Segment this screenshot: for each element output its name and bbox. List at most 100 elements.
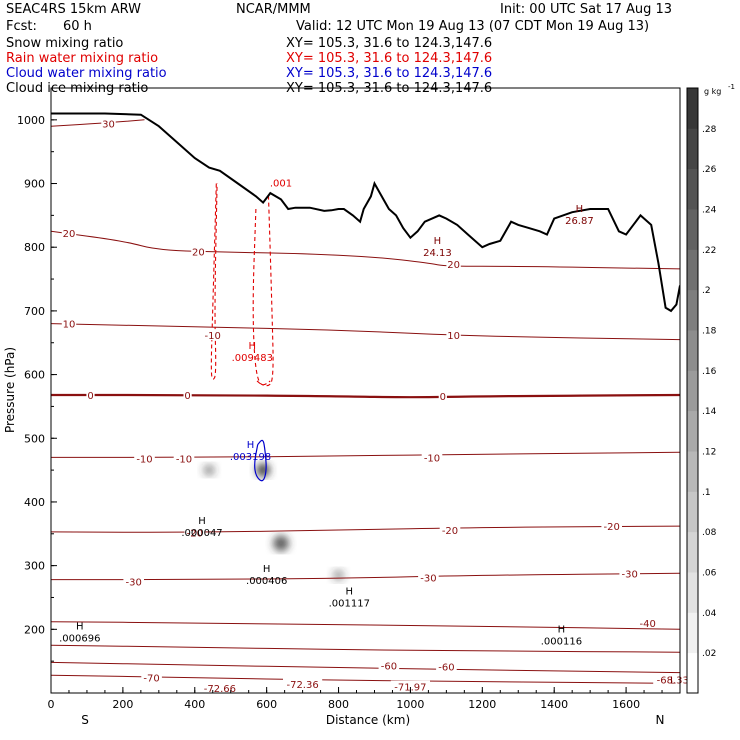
isotherm-20 [51, 230, 680, 270]
isotherm-label-bg [446, 329, 461, 341]
extremum-marker: H [198, 516, 206, 527]
isotherm-label: -20 [442, 526, 458, 537]
x-tick-label: 0 [48, 698, 55, 711]
init-time: Init: 00 UTC Sat 17 Aug 13 [500, 2, 673, 17]
colorbar-bin [687, 531, 698, 573]
extremum-value: .001117 [329, 598, 370, 609]
extremum-marker: H [249, 341, 257, 352]
isotherm-label: -68.33 [657, 676, 689, 687]
isotherm-label: -10 [176, 455, 192, 466]
colorbar-unit: g kg [704, 87, 721, 96]
snow-shading-2 [273, 535, 289, 552]
isotherm-label: -10 [205, 331, 221, 342]
extremum-value: .000696 [59, 633, 100, 644]
colorbar-bin [687, 88, 698, 129]
extremum-value: .000116 [541, 637, 582, 648]
isotherm-label-bg [439, 524, 461, 535]
isotherm-label-bg [619, 567, 640, 579]
colorbar-bin [687, 572, 698, 613]
forecast-value: 60 h [63, 19, 92, 34]
isotherm--60 [51, 661, 680, 674]
isotherm-label-bg [378, 659, 400, 671]
y-tick-label: 500 [24, 432, 45, 445]
snow-shading-3 [332, 569, 345, 582]
isotherm-label: 30 [102, 120, 115, 131]
colorbar-bin [687, 612, 698, 654]
snow-shading-0 [203, 464, 216, 477]
colorbar-bin [687, 451, 698, 492]
colorbar-bin [687, 410, 698, 452]
x-tick-label: 1000 [396, 698, 424, 711]
valid-time: Valid: 12 UTC Mon 19 Aug 13 (07 CDT Mon … [296, 19, 650, 34]
field-name-rain: Rain water mixing ratio [6, 51, 159, 66]
colorbar-bin [687, 168, 698, 210]
colorbar-label: .06 [702, 569, 717, 579]
isotherm-label: 10 [447, 331, 460, 342]
extremum-marker: H [76, 621, 84, 632]
y-tick-label: 300 [24, 560, 45, 573]
colorbar-label: .08 [702, 528, 717, 538]
isotherm-label-bg [446, 257, 461, 269]
isotherm-label-bg [123, 575, 144, 587]
isotherm-label-bg [61, 317, 77, 329]
extremum-marker: H [346, 586, 354, 597]
isotherm--30 [51, 572, 680, 581]
y-tick-label: 400 [24, 496, 45, 509]
colorbar-label: .24 [702, 206, 717, 216]
isotherm-label-bg [141, 671, 162, 683]
field-xy-rain: XY= 105.3, 31.6 to 124.3,147.6 [286, 51, 493, 66]
isotherm--70 [51, 674, 680, 684]
isotherm-label: -70 [143, 674, 159, 685]
x-end-right: N [656, 713, 665, 727]
x-end-left: S [81, 713, 89, 727]
colorbar-label: .22 [702, 246, 716, 256]
colorbar-bin [687, 209, 698, 250]
isotherm-10 [51, 323, 680, 341]
isotherm-label-bg [283, 678, 323, 690]
isotherm-label-bg [184, 526, 206, 538]
isotherm-label-bg [183, 389, 192, 400]
isotherm-label: -10 [136, 455, 152, 466]
isotherm-label: -20 [604, 522, 620, 533]
colorbar-label: .12 [702, 448, 716, 458]
extremum-marker: H [247, 440, 255, 451]
x-axis-label: Distance (km) [326, 713, 410, 727]
isotherm-0 [51, 393, 680, 399]
isotherm-label-bg [601, 520, 622, 532]
isotherm-label-bg [173, 452, 195, 464]
field-xy-cloud-water: XY= 105.3, 31.6 to 124.3,147.6 [286, 66, 493, 81]
y-tick-label: 600 [24, 369, 45, 382]
colorbar-label: .26 [702, 165, 717, 175]
extremum-value: .000047 [181, 528, 222, 539]
isotherm-label-bg [637, 616, 658, 628]
isotherm-label: -10 [424, 453, 440, 464]
isotherm--20 [51, 525, 680, 533]
colorbar-label: .28 [702, 125, 717, 135]
extremum-marker: H [263, 564, 271, 575]
field-xy-snow: XY= 105.3, 31.6 to 124.3,147.6 [286, 36, 493, 51]
isotherm-label: -60 [438, 662, 454, 673]
forecast-label: Fcst: [6, 19, 37, 34]
colorbar-label: .14 [702, 407, 717, 417]
extremum-marker: L [670, 675, 676, 686]
extremum-value: 24.13 [423, 248, 452, 259]
isotherm--40 [51, 621, 680, 630]
colorbar-frame [686, 87, 699, 694]
extremum-value: .000406 [246, 576, 287, 587]
x-tick-label: 1600 [612, 698, 640, 711]
field-name-cloud-water: Cloud water mixing ratio [6, 66, 167, 81]
isotherm-label: 0 [87, 391, 93, 402]
model-title: SEAC4RS 15km ARW [6, 2, 142, 17]
y-tick-label: 700 [24, 305, 45, 318]
isotherm-label-bg [200, 681, 240, 693]
extremum-marker: H [558, 625, 566, 636]
colorbar-label: .16 [702, 367, 717, 377]
y-tick-label: 200 [24, 623, 45, 636]
colorbar-label: .1 [702, 488, 711, 498]
isotherm-label-bg [436, 660, 457, 672]
colorbar-label: .2 [702, 286, 711, 296]
colorbar-bin [687, 652, 698, 694]
y-tick-label: 800 [24, 241, 45, 254]
isotherm-label: -72.66 [204, 684, 236, 695]
